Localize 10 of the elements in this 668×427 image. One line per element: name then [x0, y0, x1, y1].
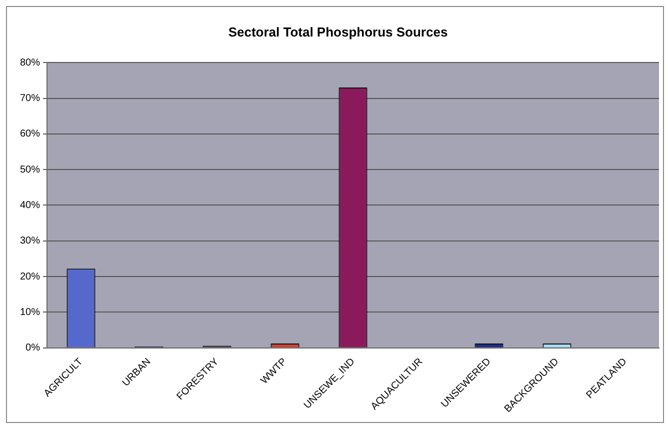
y-tick-label: 0%	[26, 342, 40, 354]
y-tick-label: 40%	[20, 200, 40, 211]
y-tick-label: 70%	[20, 93, 40, 104]
y-tick-label: 20%	[20, 271, 40, 282]
chart-title: Sectoral Total Phosphorus Sources	[228, 24, 448, 40]
y-tick-label: 50%	[20, 164, 40, 176]
y-tick-label: 10%	[20, 306, 40, 318]
y-tick-label: 30%	[20, 236, 40, 247]
y-tick-label: 80%	[20, 57, 40, 68]
y-tick-label: 60%	[20, 128, 40, 140]
